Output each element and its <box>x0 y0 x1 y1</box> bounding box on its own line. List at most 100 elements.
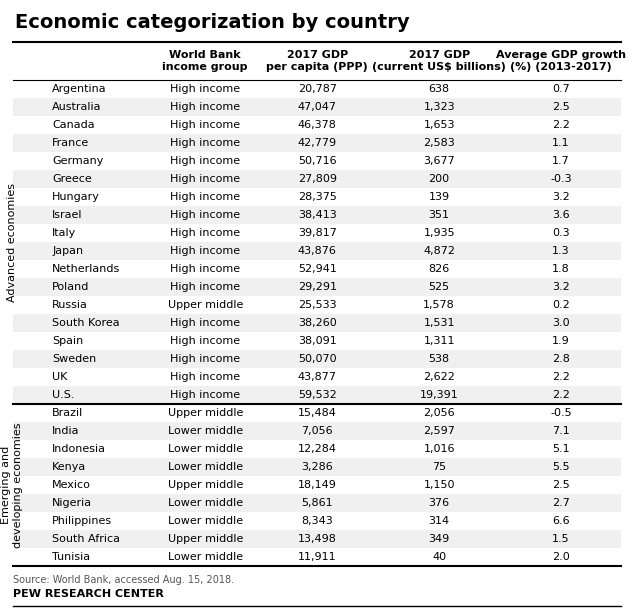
Text: Tunisia: Tunisia <box>52 552 90 562</box>
Text: 1.7: 1.7 <box>552 156 570 166</box>
Text: 5,861: 5,861 <box>301 498 333 508</box>
Text: 2.2: 2.2 <box>552 390 570 400</box>
Text: 46,378: 46,378 <box>298 120 337 130</box>
Text: 2,056: 2,056 <box>423 408 455 418</box>
Text: 2.5: 2.5 <box>552 102 570 112</box>
Text: 1.5: 1.5 <box>552 534 570 544</box>
Text: 52,941: 52,941 <box>298 264 337 274</box>
Text: Greece: Greece <box>52 174 92 184</box>
Text: High income: High income <box>170 228 240 238</box>
Text: 8,343: 8,343 <box>301 516 333 526</box>
Text: 43,876: 43,876 <box>298 246 337 256</box>
Text: 1,653: 1,653 <box>424 120 455 130</box>
Text: 2,583: 2,583 <box>423 138 455 148</box>
Text: 40: 40 <box>432 552 446 562</box>
Text: 4,872: 4,872 <box>423 246 455 256</box>
Text: 1,531: 1,531 <box>424 318 455 328</box>
Text: Sweden: Sweden <box>52 354 97 364</box>
Text: 19,391: 19,391 <box>420 390 458 400</box>
Text: High income: High income <box>170 102 240 112</box>
Text: PEW RESEARCH CENTER: PEW RESEARCH CENTER <box>13 589 164 599</box>
Text: Upper middle: Upper middle <box>168 300 243 310</box>
Text: World Bank
income group: World Bank income group <box>163 50 248 72</box>
Text: High income: High income <box>170 210 240 220</box>
Text: Germany: Germany <box>52 156 104 166</box>
Text: 3,677: 3,677 <box>423 156 455 166</box>
Text: Italy: Italy <box>52 228 76 238</box>
Text: High income: High income <box>170 282 240 292</box>
Text: High income: High income <box>170 192 240 202</box>
Bar <box>13 314 621 332</box>
Text: Mexico: Mexico <box>52 480 91 490</box>
Text: 139: 139 <box>429 192 450 202</box>
Text: 314: 314 <box>429 516 450 526</box>
Text: 12,284: 12,284 <box>298 444 337 454</box>
Text: 27,809: 27,809 <box>298 174 337 184</box>
Text: 538: 538 <box>429 354 450 364</box>
Text: 38,260: 38,260 <box>298 318 337 328</box>
Text: 2017 GDP
(current US$ billions): 2017 GDP (current US$ billions) <box>372 50 506 72</box>
Text: U.S.: U.S. <box>52 390 75 400</box>
Text: 13,498: 13,498 <box>298 534 337 544</box>
Text: 43,877: 43,877 <box>298 372 337 382</box>
Bar <box>13 458 621 476</box>
Text: High income: High income <box>170 246 240 256</box>
Text: UK: UK <box>52 372 68 382</box>
Text: 50,716: 50,716 <box>298 156 337 166</box>
Text: 2,622: 2,622 <box>423 372 455 382</box>
Text: High income: High income <box>170 390 240 400</box>
Text: 376: 376 <box>429 498 450 508</box>
Text: High income: High income <box>170 372 240 382</box>
Text: 1.1: 1.1 <box>552 138 570 148</box>
Text: 47,047: 47,047 <box>298 102 337 112</box>
Text: France: France <box>52 138 90 148</box>
Text: Argentina: Argentina <box>52 84 107 94</box>
Bar <box>13 494 621 512</box>
Text: Spain: Spain <box>52 336 83 346</box>
Text: 7,056: 7,056 <box>301 426 333 436</box>
Text: 2.2: 2.2 <box>552 120 570 130</box>
Text: Lower middle: Lower middle <box>168 426 243 436</box>
Text: 1,935: 1,935 <box>423 228 455 238</box>
Text: High income: High income <box>170 156 240 166</box>
Text: 20,787: 20,787 <box>298 84 337 94</box>
Text: Brazil: Brazil <box>52 408 83 418</box>
Text: 3.2: 3.2 <box>552 192 570 202</box>
Bar <box>13 134 621 152</box>
Bar <box>13 98 621 116</box>
Text: 1.8: 1.8 <box>552 264 570 274</box>
Bar <box>13 350 621 368</box>
Text: Emerging and
developing economies: Emerging and developing economies <box>1 422 23 548</box>
Text: 2.8: 2.8 <box>552 354 570 364</box>
Text: Lower middle: Lower middle <box>168 516 243 526</box>
Text: 75: 75 <box>432 462 446 472</box>
Text: High income: High income <box>170 336 240 346</box>
Text: 15,484: 15,484 <box>298 408 337 418</box>
Text: High income: High income <box>170 174 240 184</box>
Text: 638: 638 <box>429 84 450 94</box>
Text: 0.2: 0.2 <box>552 300 570 310</box>
Bar <box>13 242 621 260</box>
Text: Hungary: Hungary <box>52 192 100 202</box>
Text: 7.1: 7.1 <box>552 426 570 436</box>
Text: 826: 826 <box>429 264 450 274</box>
Text: Lower middle: Lower middle <box>168 444 243 454</box>
Text: 1.3: 1.3 <box>552 246 570 256</box>
Text: Indonesia: Indonesia <box>52 444 106 454</box>
Text: India: India <box>52 426 79 436</box>
Text: Advanced economies: Advanced economies <box>7 182 17 302</box>
Text: Canada: Canada <box>52 120 95 130</box>
Text: 1,016: 1,016 <box>424 444 455 454</box>
Text: 351: 351 <box>429 210 450 220</box>
Text: Upper middle: Upper middle <box>168 480 243 490</box>
Text: Nigeria: Nigeria <box>52 498 92 508</box>
Text: 5.5: 5.5 <box>552 462 570 472</box>
Text: High income: High income <box>170 120 240 130</box>
Text: Israel: Israel <box>52 210 83 220</box>
Text: South Africa: South Africa <box>52 534 120 544</box>
Text: Australia: Australia <box>52 102 102 112</box>
Bar <box>13 422 621 440</box>
Text: Japan: Japan <box>52 246 83 256</box>
Text: 11,911: 11,911 <box>298 552 337 562</box>
Text: 2.5: 2.5 <box>552 480 570 490</box>
